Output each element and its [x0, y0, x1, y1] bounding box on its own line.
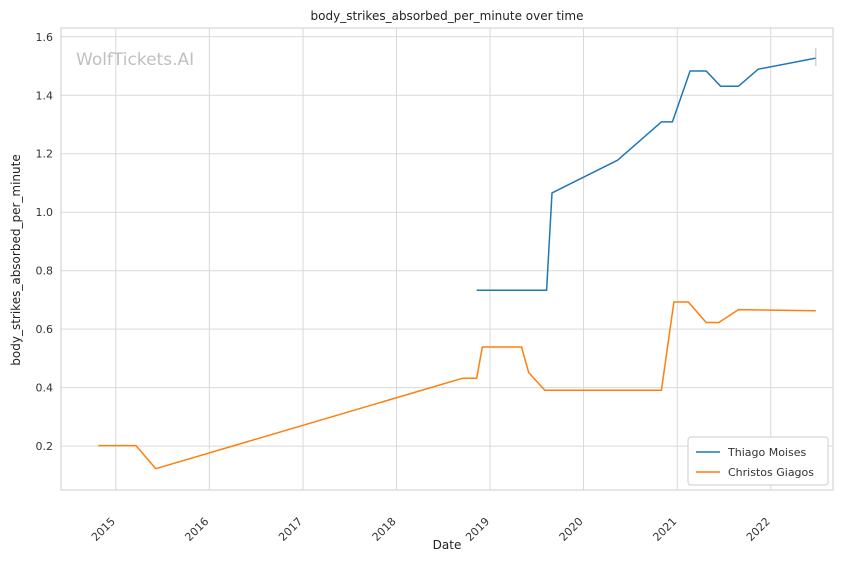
y-axis-label: body_strikes_absorbed_per_minute: [9, 154, 23, 365]
x-tick-label: 2017: [276, 515, 305, 544]
plot-area: [60, 27, 834, 491]
x-tick-label: 2016: [182, 515, 211, 544]
legend-label-series-2: Christos Giagos: [728, 466, 814, 479]
y-tick-label: 0.4: [36, 382, 54, 395]
y-tick-label: 1.0: [36, 206, 54, 219]
y-axis-ticks: 0.2 0.4 0.6 0.8 1.0 1.2 1.4 1.6: [36, 31, 54, 453]
legend: Thiago Moises Christos Giagos: [687, 436, 829, 486]
series-line-1: [476, 57, 816, 292]
x-tick-label: 2018: [370, 515, 399, 544]
x-axis-label: Date: [433, 538, 462, 552]
grid: [61, 28, 833, 490]
watermark: WolfTickets.AI: [76, 50, 194, 70]
y-tick-label: 1.2: [36, 148, 54, 161]
legend-label-series-1: Thiago Moises: [727, 446, 806, 459]
x-tick-label: 2021: [650, 515, 679, 544]
x-tick-label: 2022: [744, 515, 773, 544]
x-tick-label: 2015: [89, 515, 118, 544]
x-tick-label: 2019: [463, 515, 492, 544]
y-tick-label: 1.6: [36, 31, 54, 44]
series-lines: [98, 48, 817, 470]
x-axis-ticks: 2015 2016 2017 2018 2019 2020 2021 2022: [89, 515, 773, 544]
y-tick-label: 0.2: [36, 440, 54, 453]
series-line-2: [98, 301, 816, 470]
chart-title: body_strikes_absorbed_per_minute over ti…: [311, 9, 584, 23]
y-tick-label: 0.6: [36, 323, 54, 336]
y-tick-label: 0.8: [36, 265, 54, 278]
x-tick-label: 2020: [557, 515, 586, 544]
legend-box: [687, 436, 829, 486]
y-tick-label: 1.4: [36, 89, 54, 102]
